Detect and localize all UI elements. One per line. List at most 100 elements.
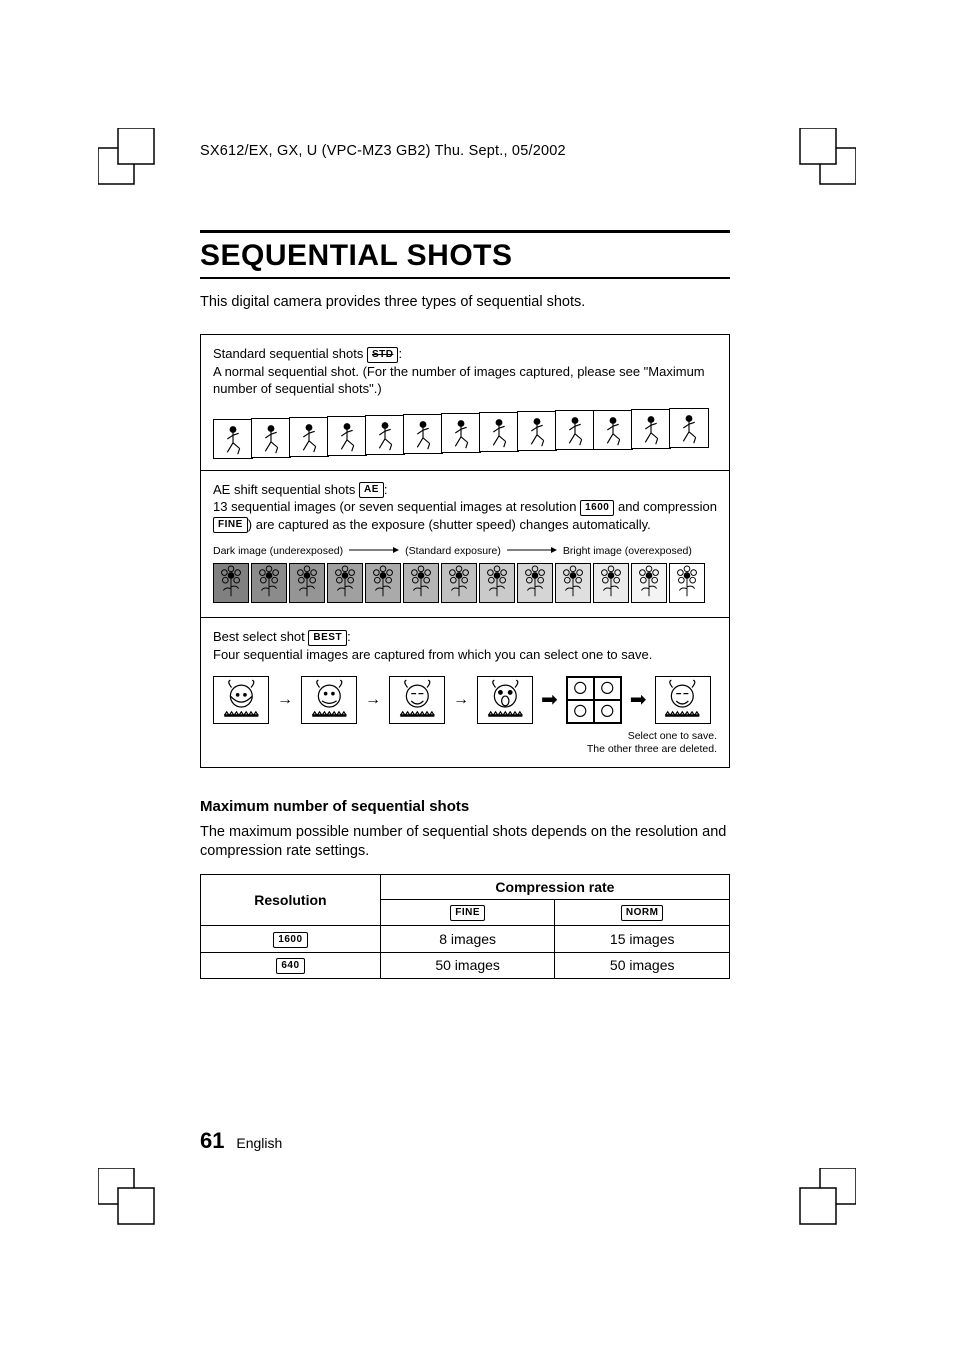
footer-lang: English [236,1135,282,1151]
table-row: 640 50 images 50 images [201,952,730,978]
ae-frame [365,563,401,603]
filmstrip-frame [403,414,443,454]
col-compression: Compression rate [380,874,729,899]
best-note-1: Select one to save. [628,730,717,742]
mode-ae-desc: 13 sequential images (or seven sequentia… [213,498,717,533]
header-meta: SX612/EX, GX, U (VPC-MZ3 GB2) Thu. Sept.… [200,143,566,159]
mode-standard-desc: A normal sequential shot. (For the numbe… [213,363,717,398]
mode-best-desc: Four sequential images are captured from… [213,646,717,664]
ae-frame [289,563,325,603]
arrow-right-icon [507,545,557,557]
page: SX612/EX, GX, U (VPC-MZ3 GB2) Thu. Sept.… [0,0,954,1352]
ae-frame [631,563,667,603]
badge-640: 640 [276,958,304,974]
ae-frame [403,563,439,603]
mode-standard-title: Standard sequential shots STD: [213,345,717,363]
spec-table: Resolution Compression rate FINE NORM 16… [200,874,730,979]
col-resolution: Resolution [201,874,381,925]
ae-desc-mid: and compression [614,499,717,514]
filmstrip-frame [251,418,291,458]
col-norm: NORM [555,899,730,925]
badge-std: STD [367,347,399,363]
best-selected [655,676,711,724]
crop-mark-icon [98,1168,156,1226]
crop-mark-icon [798,1168,856,1226]
table-header-row: Resolution Compression rate [201,874,730,899]
rule-top [200,230,730,233]
table-row: 1600 8 images 15 images [201,926,730,952]
colon: : [398,346,402,361]
ae-filmstrip [213,563,717,607]
best-note: Select one to save. The other three are … [213,730,717,757]
ae-frame [441,563,477,603]
page-number: 61 [200,1128,224,1153]
page-title: SEQUENTIAL SHOTS [200,239,730,273]
arrow-right-bold-icon: ➡ [630,687,647,712]
filmstrip-frame [441,413,481,453]
ae-label-dark: Dark image (underexposed) [213,545,343,557]
crop-mark-icon [98,128,156,186]
filmstrip-frame [517,411,557,451]
filmstrip-frame [669,408,709,448]
filmstrip-frame [631,409,671,449]
badge-fine: FINE [450,905,485,921]
badge-1600: 1600 [273,932,307,948]
badge-best: BEST [308,630,347,646]
content: SEQUENTIAL SHOTS This digital camera pro… [200,230,730,979]
ae-frame [517,563,553,603]
max-text: The maximum possible number of sequentia… [200,823,730,862]
filmstrip-frame [213,419,253,459]
cell-res: 1600 [201,926,381,952]
cell-norm: 15 images [555,926,730,952]
mode-standard-label: Standard sequential shots [213,346,367,361]
intro-text: This digital camera provides three types… [200,293,730,313]
arrow-right-icon [349,545,399,557]
ae-desc-pre: 13 sequential images (or seven sequentia… [213,499,580,514]
filmstrip-frame [479,412,519,452]
ae-desc-post: ) are captured as the exposure (shutter … [248,517,651,532]
filmstrip-frame [289,417,329,457]
arrow-right-icon: → [365,691,381,709]
mode-ae: AE shift sequential shots AE: 13 sequent… [201,470,729,618]
footer: 61 English [200,1128,282,1154]
best-note-2: The other three are deleted. [587,743,717,755]
ae-frame [479,563,515,603]
standard-filmstrip [213,408,717,460]
filmstrip-frame [365,415,405,455]
modes-box: Standard sequential shots STD: A normal … [200,334,730,768]
mode-ae-label: AE shift sequential shots [213,482,359,497]
grid-cell [567,700,594,723]
best-frame-1 [213,676,269,724]
ae-frame [327,563,363,603]
ae-exposure-labels: Dark image (underexposed) (Standard expo… [213,545,717,557]
badge-ae: AE [359,482,384,498]
colon: : [347,629,351,644]
ae-label-bright: Bright image (overexposed) [563,545,692,557]
max-heading: Maximum number of sequential shots [200,798,730,815]
best-sequence: → → → ➡ ➡ [213,676,717,724]
cell-fine: 50 images [380,952,555,978]
crop-mark-icon [798,128,856,186]
ae-frame [555,563,591,603]
mode-best: Best select shot BEST: Four sequential i… [201,617,729,766]
badge-1600-inline: 1600 [580,500,614,516]
ae-frame [669,563,705,603]
rule-under-title [200,277,730,279]
grid-cell [594,700,621,723]
ae-frame [593,563,629,603]
ae-frame [213,563,249,603]
mode-best-title: Best select shot BEST: [213,628,717,646]
badge-fine-inline: FINE [213,517,248,533]
colon: : [384,482,388,497]
mode-standard: Standard sequential shots STD: A normal … [201,335,729,470]
mode-best-label: Best select shot [213,629,308,644]
ae-label-mid: (Standard exposure) [405,545,501,557]
arrow-right-icon: → [277,691,293,709]
best-frame-3 [389,676,445,724]
grid-cell [567,677,594,700]
best-frame-2 [301,676,357,724]
grid-cell [594,677,621,700]
best-grid [566,676,622,724]
filmstrip-frame [593,410,633,450]
ae-frame [251,563,287,603]
